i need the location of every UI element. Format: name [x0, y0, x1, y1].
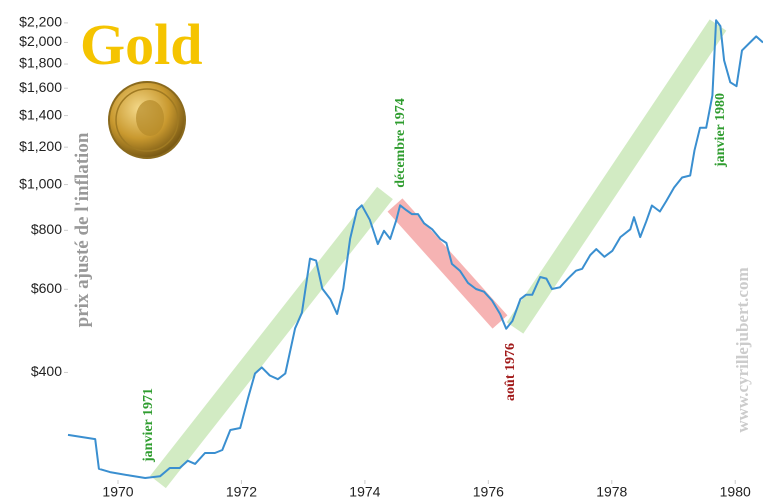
trend-band-up: [506, 19, 727, 334]
y-tick-label: $2,000: [19, 33, 62, 49]
trend-bands: [150, 19, 727, 489]
y-tick-label: $1,600: [19, 79, 62, 95]
x-tick-label: 1978: [596, 484, 627, 500]
x-tick-label: 1980: [720, 484, 751, 500]
y-tick-label: $1,200: [19, 138, 62, 154]
watermark: www.cyrillejubert.com: [733, 267, 752, 432]
annotation: décembre 1974: [393, 98, 408, 188]
coin: [108, 81, 186, 159]
annotation: août 1976: [503, 343, 518, 401]
trend-band-down: [387, 198, 508, 329]
x-tick-label: 1976: [473, 484, 504, 500]
y-tick-label: $600: [31, 280, 62, 296]
trend-band-up: [150, 186, 393, 489]
chart-title: Gold: [80, 12, 203, 77]
x-tick-label: 1974: [349, 484, 380, 500]
y-tick-label: $2,200: [19, 14, 62, 30]
y-axis-label: prix ajusté de l'inflation: [72, 132, 93, 327]
y-tick-label: $1,800: [19, 55, 62, 71]
x-tick-label: 1970: [102, 484, 133, 500]
annotation: janvier 1980: [713, 93, 728, 168]
y-tick-label: $1,000: [19, 175, 62, 191]
y-tick-label: $400: [31, 363, 62, 379]
price-line: [67, 19, 763, 479]
y-tick-label: $800: [31, 221, 62, 237]
x-tick-label: 1972: [226, 484, 257, 500]
annotation: janvier 1971: [141, 388, 156, 463]
y-tick-label: $1,400: [19, 106, 62, 122]
